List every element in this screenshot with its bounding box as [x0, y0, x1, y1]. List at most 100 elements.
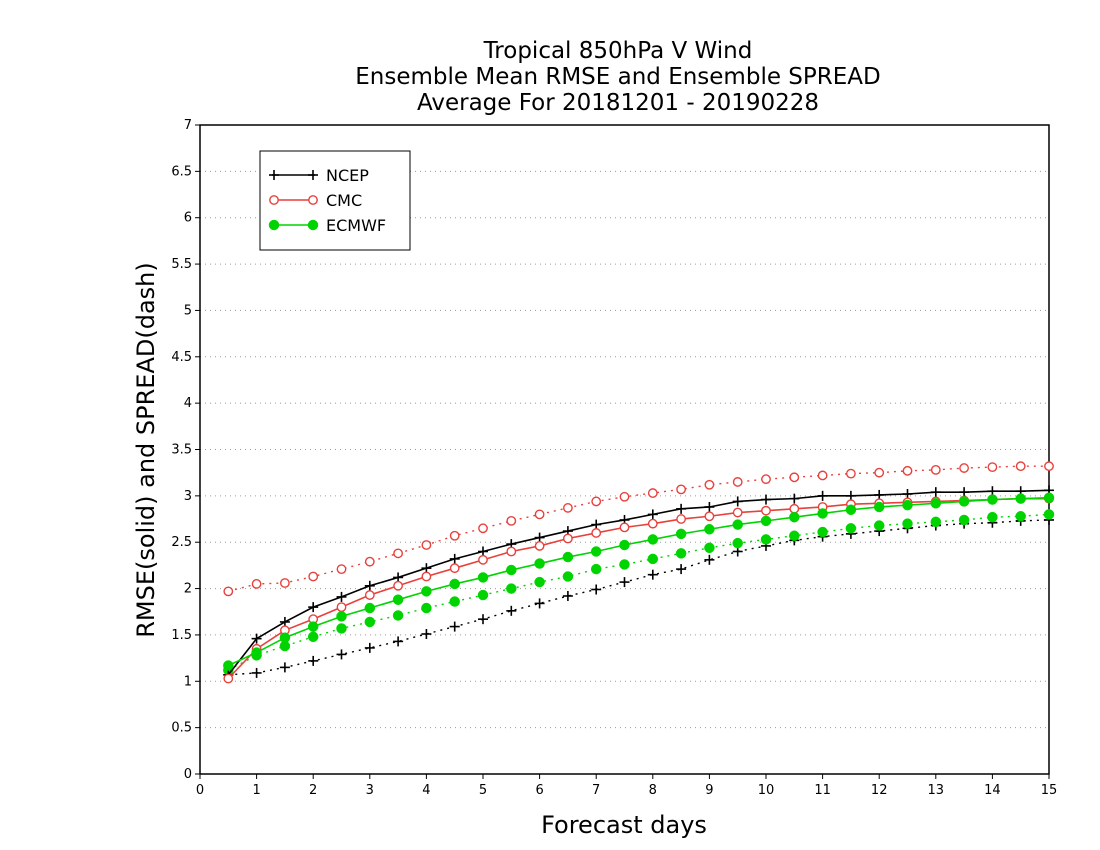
legend-marker-cmc	[269, 195, 279, 205]
ecmwf-spread-point	[845, 523, 857, 534]
ncep-rmse-point	[421, 563, 432, 574]
ncep-rmse-point	[478, 546, 488, 557]
ecmwf-rmse-point	[760, 515, 772, 527]
ecmwf-rmse-point	[364, 602, 376, 614]
ncep-rmse-point	[704, 501, 715, 512]
ecmwf-rmse-point	[732, 519, 743, 530]
y-tick-label: 4.5	[171, 350, 192, 365]
ecmwf-spread-point	[449, 596, 460, 607]
y-tick-label: 0	[184, 767, 192, 782]
x-axis-label: Forecast days	[541, 811, 707, 839]
x-tick-label: 11	[814, 783, 831, 798]
cmc-rmse-point	[506, 546, 517, 557]
cmc-spread-point	[421, 540, 432, 550]
cmc-rmse-point	[619, 522, 630, 533]
x-tick-label: 14	[984, 783, 1001, 798]
ecmwf-rmse-point	[704, 523, 715, 535]
ecmwf-rmse-point	[619, 539, 630, 551]
y-tick-label: 2.5	[171, 535, 192, 550]
ncep-spread-point	[647, 569, 658, 580]
ecmwf-spread-point	[562, 571, 574, 582]
x-axis: 0 1 2 3 4 5 6 7 8 9 10 11 12 13 14 15	[196, 774, 1057, 798]
ecmwf-rmse-point	[902, 499, 913, 511]
ncep-rmse-point	[874, 489, 885, 500]
ecmwf-rmse-point	[251, 647, 262, 658]
ncep-spread-point	[421, 629, 432, 640]
cmc-rmse-point	[393, 580, 403, 591]
cmc-spread-point	[874, 467, 885, 478]
legend-label-cmc: CMC	[326, 191, 362, 210]
x-tick-label: 6	[535, 783, 543, 798]
cmc-spread-point	[704, 479, 715, 490]
y-tick-label: 5.5	[171, 257, 192, 272]
y-tick-label: 0.5	[171, 721, 192, 736]
ncep-rmse-point	[364, 580, 375, 591]
legend: NCEP CMC ECMWF	[259, 150, 411, 251]
cmc-spread-point	[223, 586, 234, 597]
x-tick-label: 4	[422, 783, 430, 798]
cmc-spread-point	[676, 484, 686, 495]
ncep-spread-point	[704, 554, 715, 565]
ecmwf-spread-point	[789, 530, 800, 541]
ecmwf-spread-point	[336, 623, 347, 634]
ecmwf-spread-point	[902, 518, 913, 529]
x-tick-label: 13	[928, 783, 945, 798]
ncep-rmse-point	[308, 602, 319, 613]
cmc-spread-point	[732, 477, 743, 487]
cmc-rmse-point	[364, 590, 375, 600]
ncep-spread-point	[506, 605, 517, 616]
cmc-spread-point	[336, 564, 347, 575]
cmc-rmse-point	[676, 514, 686, 524]
cmc-spread-point	[902, 465, 913, 476]
x-tick-label: 5	[479, 783, 487, 798]
y-tick-label: 2	[184, 582, 192, 597]
ncep-spread-point	[393, 636, 404, 647]
y-tick-label: 3.5	[171, 443, 192, 458]
ncep-rmse-point	[449, 553, 460, 564]
chart-title-line-1: Tropical 850hPa V Wind	[483, 38, 753, 64]
y-tick-label: 7	[184, 118, 192, 133]
legend-label-ncep: NCEP	[326, 166, 369, 185]
cmc-rmse-point	[732, 507, 743, 518]
x-tick-label: 12	[871, 783, 888, 798]
chart-title-line-3: Average For 20181201 - 20190228	[417, 90, 819, 116]
y-tick-label: 5	[184, 303, 192, 318]
ecmwf-spread-point	[534, 576, 545, 588]
grid-lines	[200, 170, 1049, 729]
cmc-rmse-point	[563, 533, 573, 544]
ncep-rmse-line	[227, 489, 1050, 676]
x-tick-label: 1	[252, 783, 260, 798]
cmc-spread-point	[251, 579, 262, 589]
ncep-rmse-point	[761, 494, 771, 505]
cmc-rmse-point	[534, 541, 545, 551]
cmc-spread-point	[478, 523, 488, 534]
cmc-spread-point	[846, 468, 856, 479]
ecmwf-spread-point	[987, 511, 998, 523]
ncep-rmse-point	[930, 487, 941, 498]
y-tick-label: 3	[184, 489, 192, 504]
ncep-spread-point	[308, 655, 319, 666]
cmc-rmse-point	[336, 602, 347, 613]
cmc-spread-point	[364, 556, 375, 567]
cmc-spread-point	[789, 472, 800, 483]
ncep-rmse-point	[789, 493, 800, 504]
ncep-spread-point	[364, 642, 375, 653]
ecmwf-rmse-point	[987, 494, 998, 505]
legend-marker-ncep	[308, 170, 318, 180]
y-axis: 0 0.5 1 1.5 2 2.5 3 3.5 4 4.5 5 5.5 6 6.5 7	[171, 118, 200, 782]
cmc-rmse-point	[761, 505, 771, 516]
cmc-spread-point	[959, 463, 969, 473]
ecmwf-spread-point	[930, 516, 942, 528]
cmc-spread-point	[506, 515, 517, 526]
cmc-spread-point	[619, 491, 630, 502]
ecmwf-rmse-point	[647, 534, 659, 545]
ecmwf-rmse-point	[307, 621, 319, 632]
ecmwf-spread-point	[392, 610, 404, 621]
y-tick-label: 6.5	[171, 164, 192, 179]
ecmwf-rmse-point	[421, 586, 432, 597]
cmc-spread-point	[761, 474, 771, 485]
ncep-spread-point	[478, 614, 488, 625]
cmc-spread-point	[534, 509, 545, 520]
cmc-spread-point	[647, 488, 658, 498]
y-tick-label: 1.5	[171, 628, 192, 643]
